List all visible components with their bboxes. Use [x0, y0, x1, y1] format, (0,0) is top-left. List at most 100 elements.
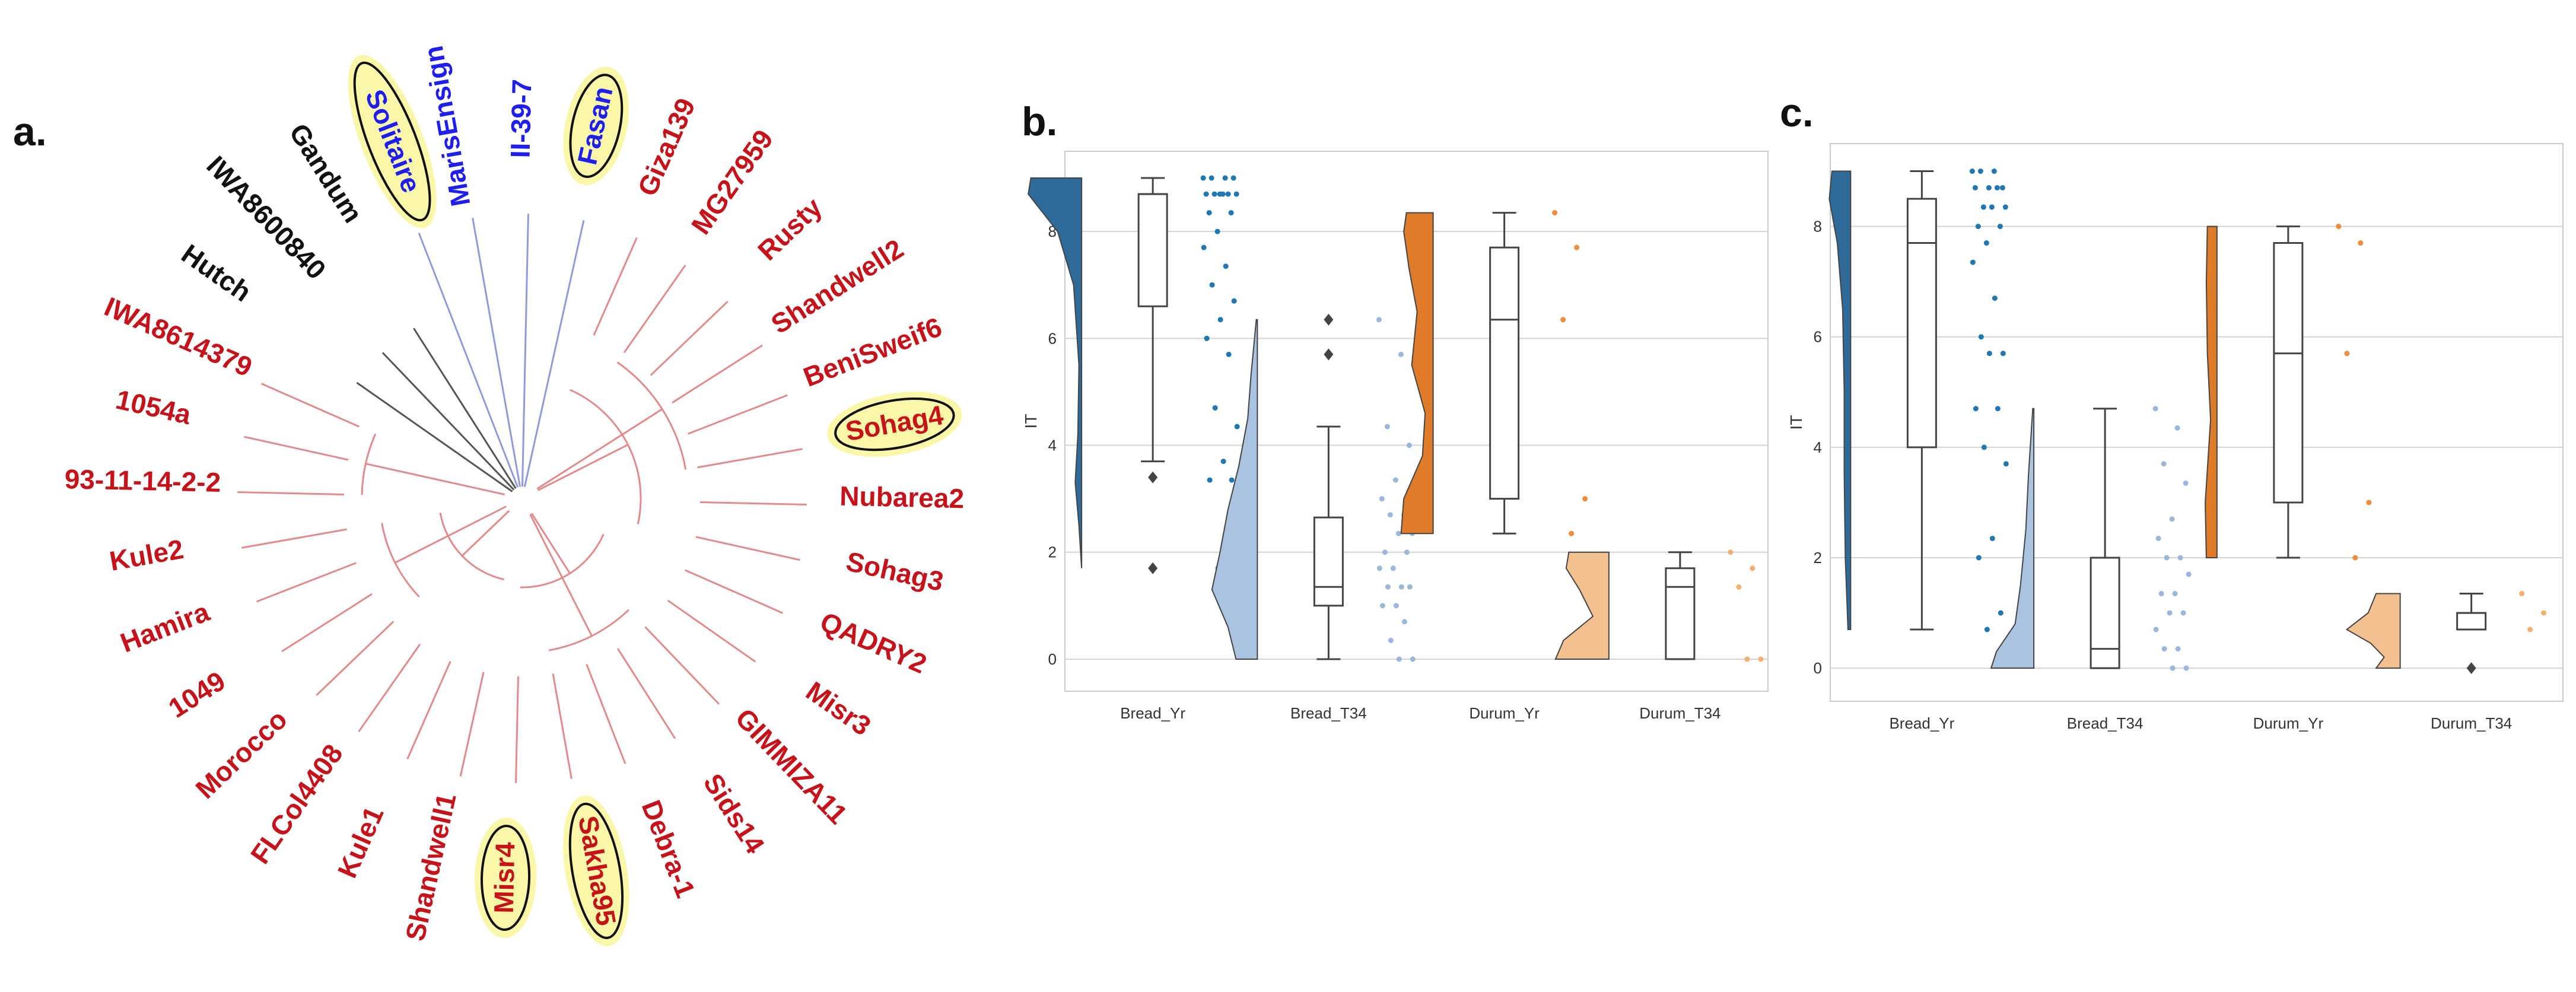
leaf-label-group: Rusty	[752, 192, 828, 266]
x-tick-label: Durum_Yr	[1469, 704, 1540, 722]
data-point	[1225, 191, 1231, 197]
leaf-label-group: Debra-1	[636, 796, 702, 901]
highlight-halo	[827, 392, 962, 457]
leaf-label: Debra-1	[636, 796, 702, 901]
data-point	[1976, 555, 1982, 561]
data-point	[1220, 459, 1226, 465]
data-point	[1998, 610, 2003, 616]
highlight-ellipse	[568, 802, 624, 939]
box-iqr	[1489, 246, 1520, 500]
leaf-label: II-39-7	[505, 79, 538, 158]
tree-branch	[316, 621, 395, 697]
data-point	[1404, 549, 1410, 555]
panel-label-b: b.	[1022, 99, 1057, 144]
violin-half	[2345, 593, 2401, 669]
data-point	[1376, 565, 1382, 571]
data-point	[1978, 334, 1984, 340]
x-tick-label: Durum_T34	[1639, 704, 1720, 722]
data-point	[1410, 656, 1416, 662]
leaf-label-group: Sids14	[698, 768, 771, 859]
leaf-label: Nubarea2	[839, 481, 965, 514]
leaf-label-group: Sakha95	[563, 795, 629, 946]
highlight-ellipse	[481, 825, 531, 931]
leaf-label: Misr4	[488, 841, 521, 914]
clade-stem	[538, 444, 629, 491]
leaf-label: 1049	[163, 665, 231, 724]
data-point	[2183, 665, 2189, 671]
data-point	[2152, 406, 2158, 412]
tree-branch	[623, 264, 686, 354]
data-point	[1392, 477, 1398, 483]
leaf-label: Gandum	[284, 118, 369, 228]
data-point	[1970, 259, 1976, 265]
data-point	[1384, 424, 1390, 430]
tree-branch	[381, 352, 515, 491]
data-point	[1209, 175, 1214, 181]
leaf-label-group: Kule1	[332, 802, 390, 883]
data-point	[1991, 168, 1997, 174]
y-tick-label: 0	[1048, 650, 1057, 668]
leaf-label: FLCol4408	[244, 739, 349, 869]
data-point	[2180, 610, 2186, 616]
leaf-label-group: Morocco	[189, 704, 292, 805]
outlier-point	[1324, 313, 1334, 326]
leaf-label-group: BeniSweif6	[799, 311, 946, 392]
leaf-label-group: 93-11-14-2-2	[64, 463, 221, 498]
y-tick-label: 6	[1048, 329, 1057, 347]
data-point	[1574, 244, 1580, 250]
clade-arc	[361, 433, 377, 495]
tree-branch	[358, 643, 421, 733]
leaf-label-group: MG27959	[685, 124, 779, 240]
data-point	[1999, 185, 2005, 190]
data-point	[1973, 406, 1979, 412]
leaf-label: 1054a	[113, 384, 195, 431]
highlight-halo	[563, 66, 629, 185]
leaf-label-group: II-39-7	[505, 79, 538, 158]
data-point	[1552, 210, 1558, 216]
outlier-point	[1148, 471, 1158, 484]
tree-branch	[688, 394, 788, 435]
data-point	[1233, 191, 1239, 197]
leaf-label: Kule2	[107, 533, 186, 577]
tree-branch	[552, 673, 573, 779]
leaf-label: QADRY2	[816, 606, 931, 679]
violin-half	[1990, 408, 2035, 669]
tree-branch	[667, 599, 756, 663]
highlight-halo	[348, 55, 437, 228]
tree-branch	[472, 218, 521, 487]
data-point	[1382, 549, 1388, 555]
tree-branch	[697, 448, 803, 469]
y-tick-label: 6	[1814, 328, 1822, 346]
clade-stem	[395, 505, 507, 564]
leaf-label-group: Misr4	[475, 818, 537, 939]
data-point	[1204, 335, 1210, 341]
box-iqr	[2273, 242, 2304, 504]
tree-branch	[695, 536, 800, 561]
leaf-label: Rusty	[752, 192, 828, 266]
highlight-halo	[475, 818, 537, 939]
data-point	[2167, 610, 2173, 616]
x-tick-label: Durum_T34	[2431, 714, 2512, 732]
data-point	[1986, 185, 1992, 190]
x-tick-label: Bread_Yr	[1889, 714, 1954, 732]
data-point	[1989, 204, 1995, 210]
data-point	[1217, 317, 1223, 323]
data-point	[1977, 168, 1983, 174]
leaf-label: Shandwell1	[399, 790, 462, 943]
data-point	[1994, 185, 2000, 190]
clade-stem	[530, 513, 571, 574]
data-point	[1211, 191, 1217, 197]
data-point	[1744, 656, 1750, 662]
tree-branch	[281, 593, 373, 653]
data-point	[1758, 656, 1764, 662]
data-point	[1234, 424, 1240, 430]
leaf-label-group: FLCol4408	[244, 739, 349, 869]
leaf-label: 93-11-14-2-2	[64, 463, 221, 498]
x-tick-label: Durum_Yr	[2253, 714, 2324, 732]
y-axis-label: IT	[1787, 415, 1805, 430]
data-point	[2183, 480, 2189, 486]
y-tick-label: 2	[1814, 549, 1822, 567]
tree-branch	[413, 328, 517, 489]
highlight-halo	[563, 795, 629, 946]
data-point	[1728, 549, 1734, 555]
